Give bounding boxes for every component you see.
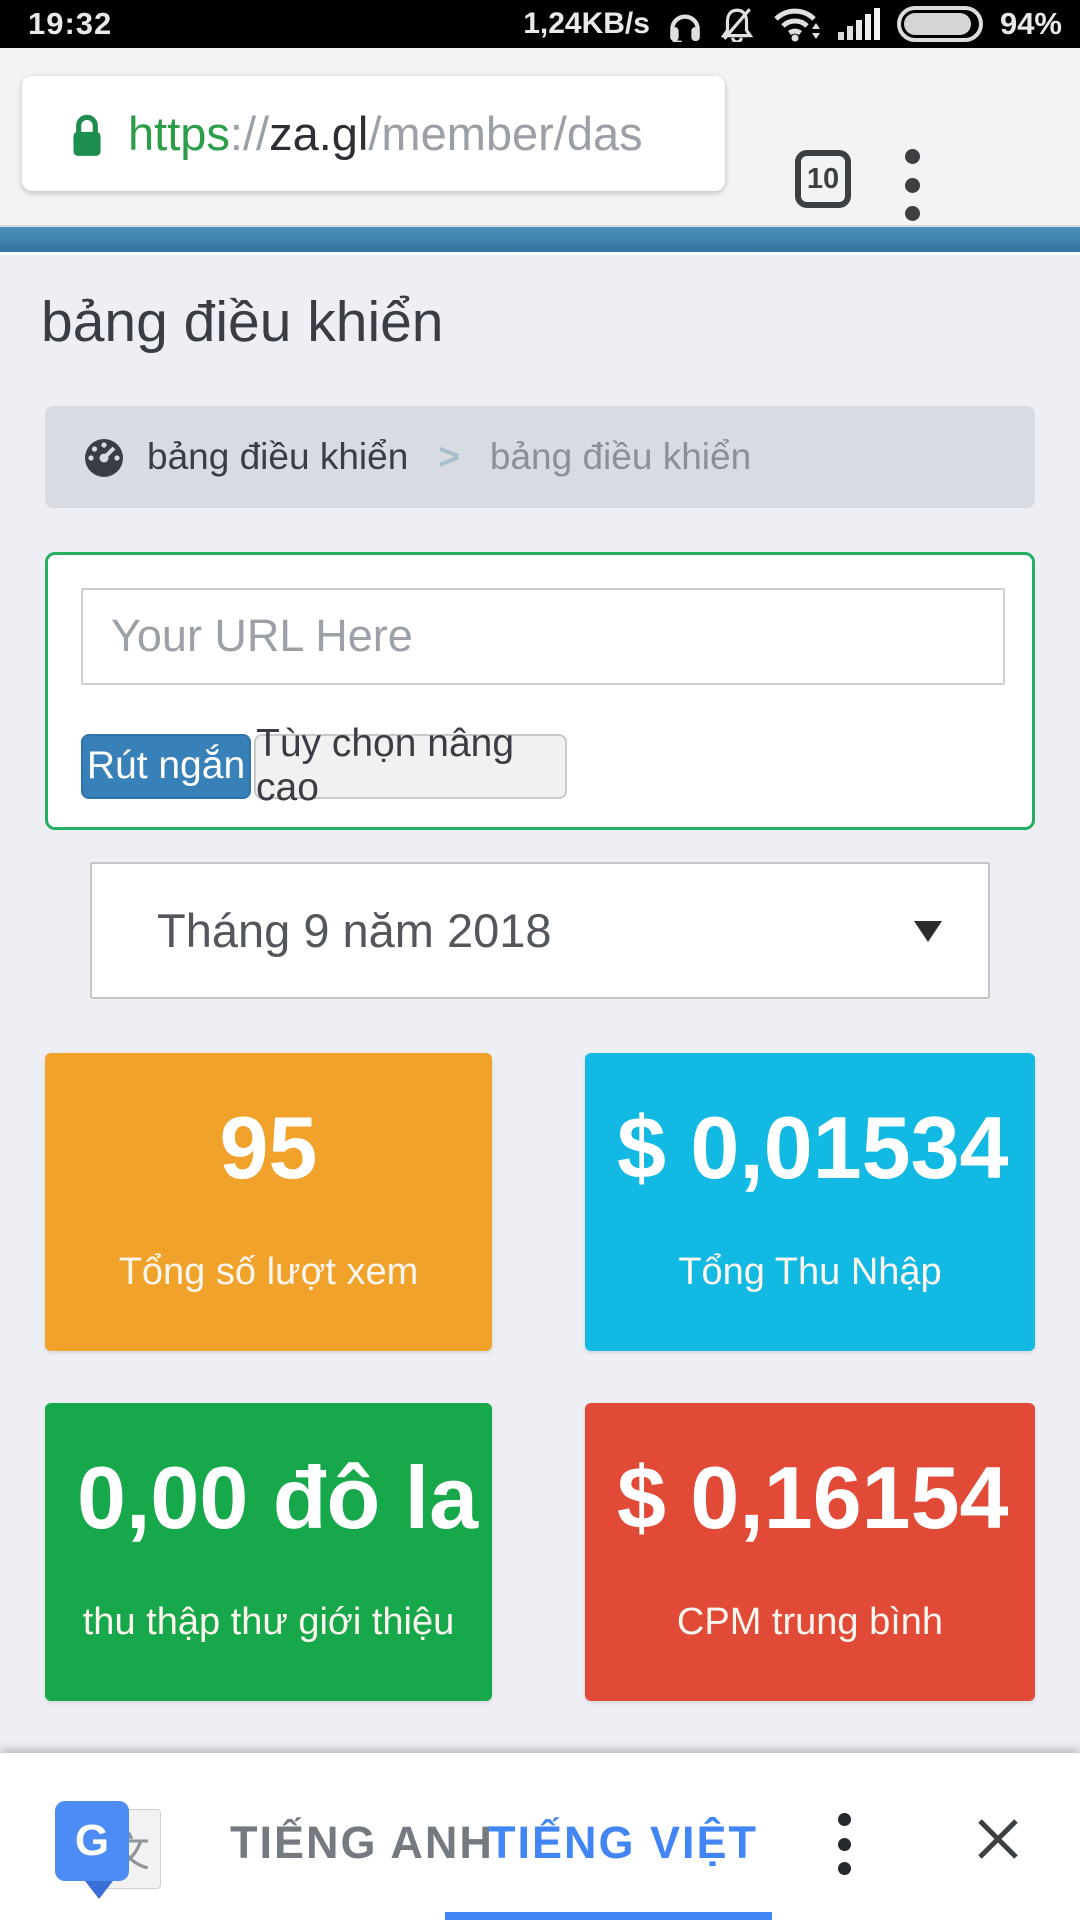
- stat-value: $ 0,01534: [617, 1097, 1009, 1197]
- url-shortener-form: Rút ngắn Tùy chọn nâng cao: [45, 551, 1035, 830]
- breadcrumb-current: bảng điều khiển: [489, 435, 752, 477]
- wifi-icon: [774, 8, 820, 42]
- breadcrumb-section: bảng điều khiển: [147, 435, 409, 477]
- stat-label: thu thập thư giới thiệu: [82, 1600, 455, 1643]
- close-icon[interactable]: [972, 1813, 1024, 1865]
- url-input[interactable]: [81, 587, 1005, 685]
- headset-icon: [670, 14, 700, 42]
- browser-toolbar: https://za.gl/member/das 10: [0, 48, 1080, 227]
- dashboard-icon: [85, 438, 123, 477]
- stat-label: Tổng Thu Nhập: [678, 1250, 942, 1293]
- translate-menu-button[interactable]: [838, 1813, 852, 1875]
- address-bar[interactable]: https://za.gl/member/das: [22, 76, 725, 191]
- stat-card-average-cpm: $ 0,16154 CPM trung bình: [585, 1402, 1035, 1701]
- month-select-dropdown[interactable]: Tháng 9 năm 2018: [90, 861, 990, 999]
- month-select-value: Tháng 9 năm 2018: [157, 903, 552, 957]
- clock: 19:32: [28, 6, 113, 41]
- url-text: https://za.gl/member/das: [128, 107, 643, 160]
- breadcrumb-separator: >: [438, 435, 460, 477]
- stat-label: Tổng số lượt xem: [118, 1250, 419, 1293]
- secure-lock-icon: [73, 114, 101, 156]
- stat-label: CPM trung bình: [676, 1600, 944, 1643]
- stat-card-referral-earnings: 0,00 đô la thu thập thư giới thiệu: [45, 1402, 492, 1701]
- tab-count: 10: [806, 162, 840, 195]
- breadcrumb: bảng điều khiển > bảng điều khiển: [45, 405, 1035, 508]
- notifications-muted-icon: [720, 8, 754, 42]
- stat-value: 0,00 đô la: [77, 1447, 479, 1547]
- active-tab-indicator: [445, 1912, 772, 1920]
- shorten-button[interactable]: Rút ngắn: [81, 733, 251, 799]
- translate-tab-english[interactable]: TIẾNG ANH: [230, 1817, 494, 1868]
- stats-grid: 95 Tổng số lượt xem $ 0,01534 Tổng Thu N…: [45, 1052, 1035, 1701]
- stat-card-total-views: 95 Tổng số lượt xem: [45, 1052, 492, 1351]
- signal-strength-icon: [837, 8, 880, 40]
- battery-icon: [896, 6, 983, 42]
- breadcrumb-home-link[interactable]: bảng điều khiển: [81, 436, 408, 478]
- page-top-accent-bar: [0, 227, 1080, 255]
- page-content: bảng điều khiển bảng điều khiển > bảng đ…: [0, 291, 1080, 1814]
- page-title: bảng điều khiển: [41, 290, 444, 354]
- stat-card-total-income: $ 0,01534 Tổng Thu Nhập: [585, 1052, 1035, 1351]
- advanced-options-button[interactable]: Tùy chọn nâng cao: [254, 722, 567, 809]
- stat-value: 95: [219, 1097, 318, 1197]
- chevron-down-icon: [914, 920, 942, 942]
- google-translate-icon: 文 G: [55, 1797, 170, 1899]
- status-bar: 19:32 1,24KB/s: [0, 0, 1080, 48]
- stat-value: $ 0,16154: [617, 1447, 1009, 1547]
- browser-menu-button[interactable]: [905, 149, 921, 221]
- battery-percent: 94%: [999, 6, 1062, 41]
- network-speed: 1,24KB/s: [523, 7, 650, 40]
- translate-bar: 文 G TIẾNG ANH TIẾNG VIỆT: [0, 1753, 1080, 1920]
- tab-switcher-button[interactable]: 10: [795, 150, 851, 208]
- translate-tab-vietnamese[interactable]: TIẾNG VIỆT: [488, 1817, 759, 1868]
